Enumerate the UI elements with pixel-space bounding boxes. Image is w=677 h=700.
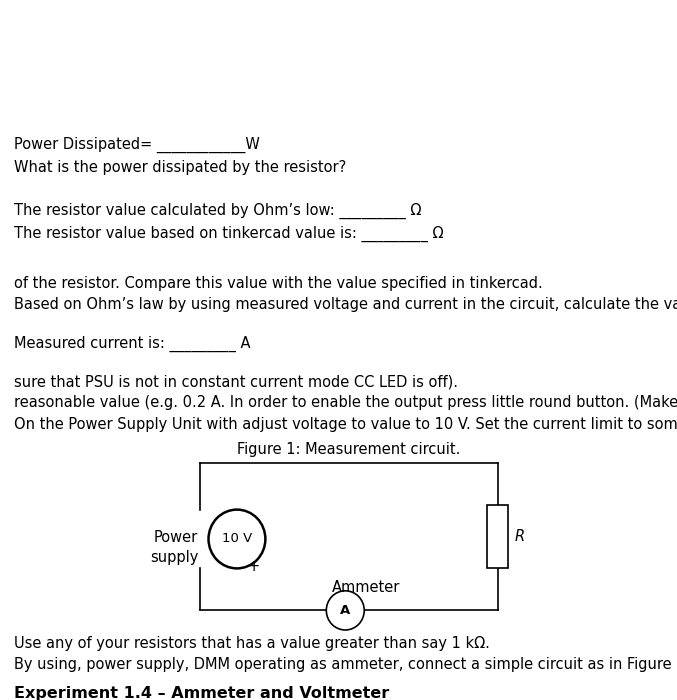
Text: Based on Ohm’s law by using measured voltage and current in the circuit, calcula: Based on Ohm’s law by using measured vol… <box>14 297 677 312</box>
Text: By using, power supply, DMM operating as ammeter, connect a simple circuit as in: By using, power supply, DMM operating as… <box>14 657 677 671</box>
Text: Experiment 1.4 – Ammeter and Voltmeter: Experiment 1.4 – Ammeter and Voltmeter <box>14 686 389 700</box>
Circle shape <box>209 510 265 568</box>
Text: On the Power Supply Unit with adjust voltage to value to 10 V. Set the current l: On the Power Supply Unit with adjust vol… <box>14 416 677 431</box>
Text: Power Dissipated= ____________W: Power Dissipated= ____________W <box>14 137 259 153</box>
Text: Measured current is: _________ A: Measured current is: _________ A <box>14 335 250 351</box>
Text: of the resistor. Compare this value with the value specified in tinkercad.: of the resistor. Compare this value with… <box>14 276 542 290</box>
Text: reasonable value (e.g. 0.2 A. In order to enable the output press little round b: reasonable value (e.g. 0.2 A. In order t… <box>14 395 677 410</box>
Text: 10 V: 10 V <box>222 533 252 545</box>
Text: What is the power dissipated by the resistor?: What is the power dissipated by the resi… <box>14 160 346 175</box>
Text: Figure 1: Measurement circuit.: Figure 1: Measurement circuit. <box>237 442 460 457</box>
Text: sure that PSU is not in constant current mode CC LED is off).: sure that PSU is not in constant current… <box>14 374 458 389</box>
Text: +: + <box>248 559 260 574</box>
Text: The resistor value calculated by Ohm’s low: _________ Ω: The resistor value calculated by Ohm’s l… <box>14 202 421 218</box>
Bar <box>487 505 508 568</box>
Text: Use any of your resistors that has a value greater than say 1 kΩ.: Use any of your resistors that has a val… <box>14 636 489 651</box>
Text: Ammeter: Ammeter <box>332 580 399 595</box>
Text: The resistor value based on tinkercad value is: _________ Ω: The resistor value based on tinkercad va… <box>14 225 443 241</box>
Text: R: R <box>515 529 525 545</box>
Circle shape <box>326 591 364 630</box>
Text: A: A <box>340 604 351 617</box>
Text: Power
supply: Power supply <box>150 530 198 565</box>
